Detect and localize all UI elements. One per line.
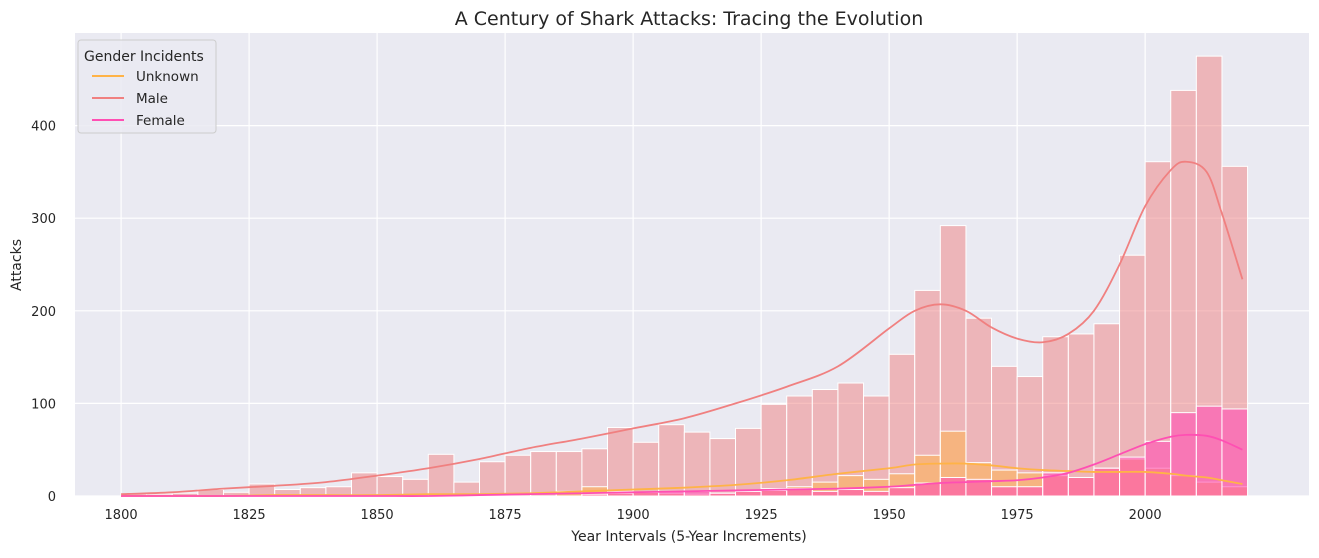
male-bar <box>427 453 455 497</box>
female-bar <box>607 492 634 497</box>
x-tick-labels: 1800 1825 1850 1875 1900 1925 1950 1975 2000 <box>105 508 1162 523</box>
male-bar <box>683 431 711 497</box>
legend-label-unknown: Unknown <box>136 69 199 85</box>
female-bar <box>735 490 762 497</box>
female-bar <box>1119 456 1146 497</box>
chart-title: A Century of Shark Attacks: Tracing the … <box>455 8 924 30</box>
female-bar <box>888 487 916 497</box>
x-tick-label: 1825 <box>233 508 266 523</box>
y-tick-label: 0 <box>48 490 56 505</box>
male-bar <box>735 427 762 497</box>
x-tick-label: 1850 <box>361 508 394 523</box>
legend: Gender Incidents Unknown Male Female <box>77 39 217 134</box>
x-tick-label: 1875 <box>489 508 522 523</box>
male-bar <box>504 454 532 497</box>
female-bar <box>939 476 967 497</box>
legend-box <box>77 39 217 134</box>
male-bar <box>811 389 839 497</box>
male-bar <box>479 461 506 497</box>
female-bar <box>1144 440 1172 497</box>
x-tick-label: 1925 <box>745 508 778 523</box>
x-tick-label: 2000 <box>1129 508 1162 523</box>
y-axis-label: Attacks <box>9 239 25 291</box>
female-bar <box>1195 405 1223 497</box>
female-bar <box>837 489 865 497</box>
male-bar <box>709 438 737 497</box>
y-tick-label: 100 <box>31 397 56 412</box>
y-tick-label: 400 <box>31 120 56 135</box>
male-bar <box>658 424 685 497</box>
female-bar <box>863 490 890 497</box>
unknown-kde-line <box>121 462 1243 497</box>
female-bar <box>1067 476 1095 497</box>
y-tick-label: 300 <box>31 212 56 227</box>
x-tick-label: 1975 <box>1001 508 1034 523</box>
female-kde-line <box>121 433 1243 497</box>
male-kde-line <box>121 160 1244 496</box>
legend-title: Gender Incidents <box>84 49 204 65</box>
y-tick-label: 200 <box>31 305 56 320</box>
female-bar <box>811 490 839 497</box>
x-axis-label: Year Intervals (5-Year Increments) <box>570 529 806 545</box>
male-bar <box>555 451 583 497</box>
male-bar <box>786 395 813 497</box>
female-bar <box>581 493 609 497</box>
male-bar <box>607 426 634 497</box>
x-tick-label: 1900 <box>617 508 650 523</box>
x-tick-label: 1800 <box>105 508 138 523</box>
male-bar <box>530 451 557 497</box>
kde-curves <box>121 160 1244 497</box>
x-tick-label: 1950 <box>873 508 906 523</box>
male-bar <box>1042 336 1069 497</box>
male-bar <box>376 476 404 497</box>
male-bar <box>1093 323 1121 497</box>
female-bar <box>1170 412 1197 497</box>
female-bar <box>760 489 788 497</box>
female-bar <box>991 486 1018 497</box>
legend-label-male: Male <box>136 91 168 107</box>
legend-label-female: Female <box>136 113 185 129</box>
female-bar <box>1016 486 1044 497</box>
female-bar <box>709 492 737 497</box>
legend-items: Unknown Male Female <box>92 69 199 129</box>
y-tick-labels: 0 100 200 300 400 <box>31 120 56 505</box>
